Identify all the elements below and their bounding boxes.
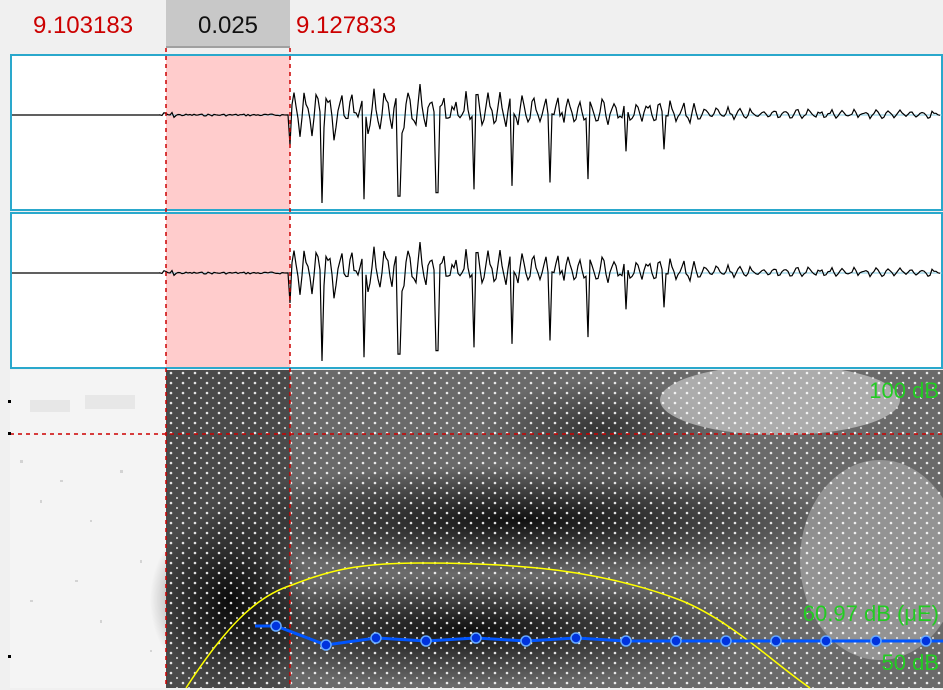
pitch-point xyxy=(420,635,432,647)
pitch-point xyxy=(370,632,382,644)
selection-highlight-ch1 xyxy=(166,56,290,209)
pitch-point xyxy=(670,635,682,647)
selection-start-time: 9.103183 xyxy=(32,12,134,39)
waveform-ch2 xyxy=(12,242,941,362)
spectrogram-cursor-db: 60.97 dB (μE) xyxy=(802,601,939,626)
pitch-point xyxy=(470,632,482,644)
selection-highlight-ch2 xyxy=(166,214,290,367)
pitch-point xyxy=(320,639,332,651)
pitch-point xyxy=(820,635,832,647)
selection-duration[interactable]: 0.025 xyxy=(166,0,290,48)
selection-time-bar: 9.103183 0.025 9.127833 xyxy=(0,0,943,48)
signal-view[interactable] xyxy=(0,48,943,690)
left-edge-ticks xyxy=(8,400,11,658)
spectrogram-min-db: 50 dB xyxy=(881,650,940,675)
spectrogram[interactable] xyxy=(10,365,943,690)
waveform-ch1 xyxy=(12,84,941,204)
channel-1-panel[interactable] xyxy=(10,54,943,211)
channel-2-panel[interactable] xyxy=(10,212,943,369)
pitch-point xyxy=(720,635,732,647)
selection-end-time: 9.127833 xyxy=(296,12,397,39)
intensity-curve xyxy=(185,562,811,689)
pitch-contour xyxy=(255,620,943,651)
pitch-point xyxy=(270,620,282,632)
pitch-point xyxy=(520,635,532,647)
pitch-point xyxy=(770,635,782,647)
pitch-point xyxy=(920,635,932,647)
pitch-point xyxy=(620,635,632,647)
pitch-point xyxy=(870,635,882,647)
spectrogram-max-db: 100 dB xyxy=(869,378,939,403)
pitch-point xyxy=(570,632,582,644)
